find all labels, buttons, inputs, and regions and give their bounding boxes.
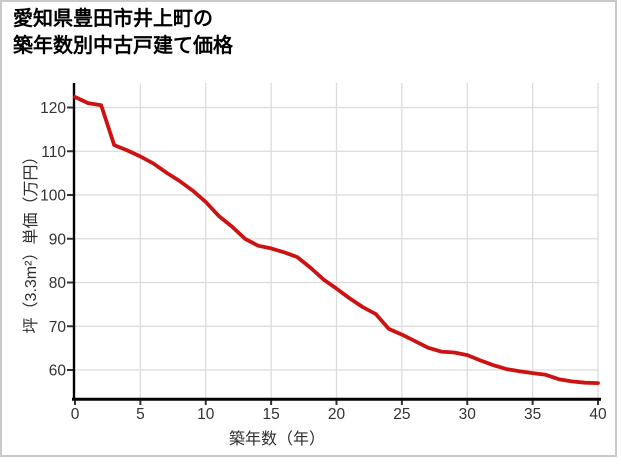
chart-title-line2: 築年数別中古戸建て価格 <box>13 35 233 57</box>
y-tick-label: 100 <box>40 188 66 205</box>
x-tick-label: 25 <box>393 406 410 423</box>
chart-title-line1: 愛知県豊田市井上町の <box>13 8 213 30</box>
x-tick-label: 15 <box>263 406 280 423</box>
x-tick-label: 20 <box>328 406 346 423</box>
x-tick-label: 5 <box>136 406 145 423</box>
chart-title: 愛知県豊田市井上町の 築年数別中古戸建て価格 <box>13 6 233 60</box>
y-tick-label: 90 <box>49 231 67 248</box>
x-tick-label: 40 <box>589 406 607 423</box>
chart-card-border <box>0 0 617 457</box>
x-tick-label: 10 <box>197 406 215 423</box>
price-line <box>73 95 600 386</box>
x-tick-label: 0 <box>71 406 80 423</box>
x-tick-label: 30 <box>459 406 477 423</box>
y-tick-label: 60 <box>49 363 67 380</box>
y-tick-label: 70 <box>49 319 67 336</box>
y-tick-label: 120 <box>40 100 66 117</box>
y-tick-label: 110 <box>41 144 66 161</box>
x-axis-title: 築年数（年） <box>228 431 326 448</box>
x-tick-label: 35 <box>524 406 541 423</box>
y-tick-label: 80 <box>49 275 67 292</box>
y-axis-title: 坪（3.3m²）単価（万円） <box>23 148 40 334</box>
